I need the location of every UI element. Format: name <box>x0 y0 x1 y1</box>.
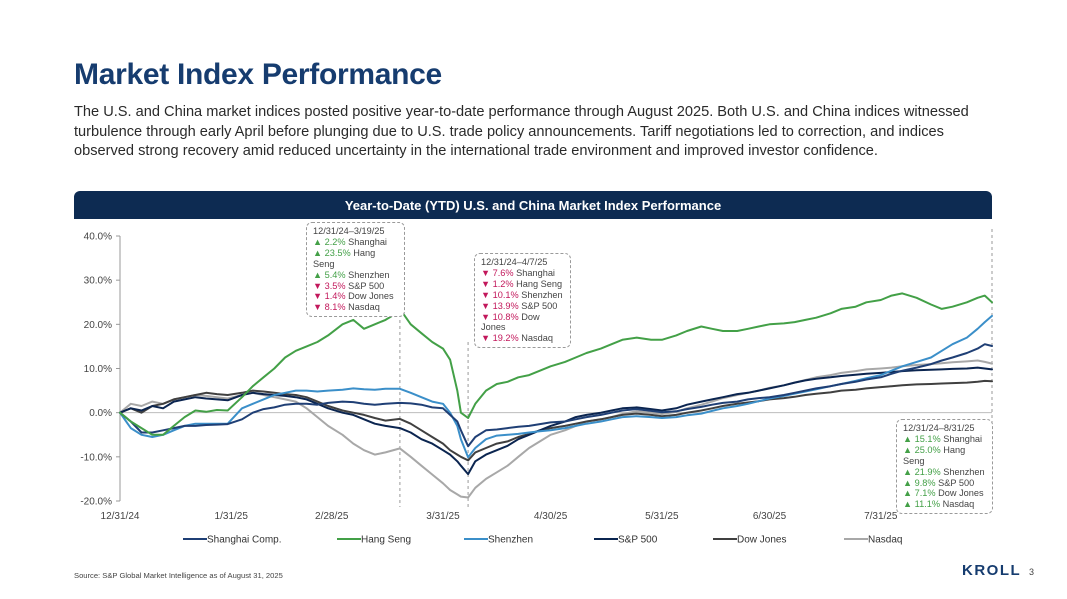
legend-label: S&P 500 <box>618 535 658 546</box>
callout-header: 12/31/24–4/7/25 <box>481 257 548 267</box>
callout-value: ▼ 19.2% <box>481 333 519 344</box>
callout-row: ▼ 13.9% S&P 500 <box>481 301 565 312</box>
callout-index-name: Shanghai <box>940 433 983 444</box>
x-tick-label: 12/31/24 <box>101 511 140 522</box>
page-number: 3 <box>1029 567 1035 577</box>
callout-row: ▼ 8.1% Nasdaq <box>313 302 399 313</box>
callout-q1: 12/31/24–3/19/25 ▲ 2.2% Shanghai ▲ 23.5% … <box>306 222 405 318</box>
callout-index-name: S&P 500 <box>518 300 558 311</box>
y-tick-label: -20.0% <box>80 497 112 508</box>
callout-row: ▲ 21.9% Shenzhen <box>903 467 987 478</box>
callout-value: ▲ 11.1% <box>903 499 941 510</box>
x-tick-label: 2/28/25 <box>315 511 349 522</box>
page-title: Market Index Performance <box>74 58 442 91</box>
callout-index-name: Shanghai <box>345 236 387 247</box>
callout-value: ▲ 5.4% <box>313 269 346 280</box>
x-tick-label: 4/30/25 <box>534 511 568 522</box>
callout-index-name: Shenzhen <box>940 466 985 477</box>
y-tick-label: 20.0% <box>84 320 112 331</box>
callout-value: ▲ 15.1% <box>903 433 941 444</box>
callout-row: ▲ 11.1% Nasdaq <box>903 499 987 510</box>
callout-row: ▼ 3.5% S&P 500 <box>313 281 399 292</box>
callout-row: ▲ 7.1% Dow Jones <box>903 488 987 499</box>
callout-value: ▼ 1.4% <box>313 291 346 302</box>
callout-row: ▼ 1.2% Hang Seng <box>481 279 565 290</box>
x-tick-label: 7/31/25 <box>864 511 898 522</box>
callout-value: ▲ 9.8% <box>903 477 936 488</box>
callout-index-name: Hang Seng <box>513 278 563 289</box>
callout-value: ▲ 2.2% <box>313 236 346 247</box>
callout-value: ▲ 7.1% <box>903 488 936 499</box>
callout-value: ▲ 25.0% <box>903 444 941 455</box>
callout-value: ▼ 10.1% <box>481 289 519 300</box>
callout-row: ▲ 9.8% S&P 500 <box>903 478 987 489</box>
callout-index-name: Shenzhen <box>345 269 390 280</box>
callout-row: ▼ 1.4% Dow Jones <box>313 291 399 302</box>
callout-index-name: Nasdaq <box>940 499 975 510</box>
callout-index-name: Shanghai <box>513 267 555 278</box>
legend-label: Dow Jones <box>737 535 786 546</box>
callout-ytd: 12/31/24–8/31/25 ▲ 15.1% Shanghai ▲ 25.0%… <box>896 419 993 515</box>
callout-index-name: Nasdaq <box>518 333 553 344</box>
y-tick-label: 10.0% <box>84 364 112 375</box>
callout-value: ▲ 21.9% <box>903 466 941 477</box>
callout-index-name: Dow Jones <box>935 488 984 499</box>
callout-index-name: S&P 500 <box>935 477 975 488</box>
callout-row: ▲ 23.5% Hang Seng <box>313 248 399 270</box>
callout-value: ▼ 7.6% <box>481 267 514 278</box>
callout-value: ▼ 10.8% <box>481 311 519 322</box>
series-line-shanghai-comp- <box>119 343 993 448</box>
callout-value: ▲ 23.5% <box>313 247 351 258</box>
callout-row: ▼ 19.2% Nasdaq <box>481 333 565 344</box>
callout-index-name: S&P 500 <box>345 280 385 291</box>
callout-value: ▼ 8.1% <box>313 302 346 313</box>
callout-row: ▼ 10.1% Shenzhen <box>481 290 565 301</box>
legend-label: Shenzhen <box>488 535 533 546</box>
y-tick-label: 0.0% <box>89 408 112 419</box>
legend-label: Hang Seng <box>361 535 411 546</box>
callout-row: ▼ 10.8% Dow Jones <box>481 312 565 334</box>
callout-row: ▲ 25.0% Hang Seng <box>903 445 987 467</box>
callout-april: 12/31/24–4/7/25 ▼ 7.6% Shanghai ▼ 1.2% Ha… <box>474 253 571 349</box>
callout-index-name: Hang Seng <box>313 247 376 269</box>
legend-label: Nasdaq <box>868 535 902 546</box>
callout-row: ▲ 15.1% Shanghai <box>903 434 987 445</box>
callout-row: ▲ 2.2% Shanghai <box>313 237 399 248</box>
intro-paragraph: The U.S. and China market indices posted… <box>74 104 969 159</box>
callout-value: ▼ 3.5% <box>313 280 346 291</box>
callout-value: ▼ 13.9% <box>481 300 519 311</box>
source-note: Source: S&P Global Market Intelligence a… <box>74 571 283 580</box>
series-line-hang-seng <box>119 292 993 436</box>
x-tick-label: 6/30/25 <box>753 511 787 522</box>
x-tick-label: 5/31/25 <box>645 511 679 522</box>
callout-row: ▲ 5.4% Shenzhen <box>313 270 399 281</box>
callout-header: 12/31/24–3/19/25 <box>313 226 385 236</box>
y-tick-label: 40.0% <box>84 232 112 243</box>
x-tick-label: 3/31/25 <box>426 511 460 522</box>
x-tick-label: 1/31/25 <box>215 511 249 522</box>
callout-index-name: Shenzhen <box>518 289 563 300</box>
series-line-s-p-500 <box>119 366 993 476</box>
kroll-logo: KROLL <box>962 562 1022 579</box>
callout-index-name: Dow Jones <box>481 311 540 333</box>
callout-header: 12/31/24–8/31/25 <box>903 423 975 433</box>
y-tick-label: 30.0% <box>84 276 112 287</box>
callout-index-name: Hang Seng <box>903 444 966 466</box>
callout-index-name: Dow Jones <box>345 291 394 302</box>
callout-row: ▼ 7.6% Shanghai <box>481 268 565 279</box>
y-tick-label: -10.0% <box>80 452 112 463</box>
chart-title: Year-to-Date (YTD) U.S. and China Market… <box>74 191 992 219</box>
callout-value: ▼ 1.2% <box>481 278 514 289</box>
legend-label: Shanghai Comp. <box>207 535 282 546</box>
callout-index-name: Nasdaq <box>345 302 380 313</box>
